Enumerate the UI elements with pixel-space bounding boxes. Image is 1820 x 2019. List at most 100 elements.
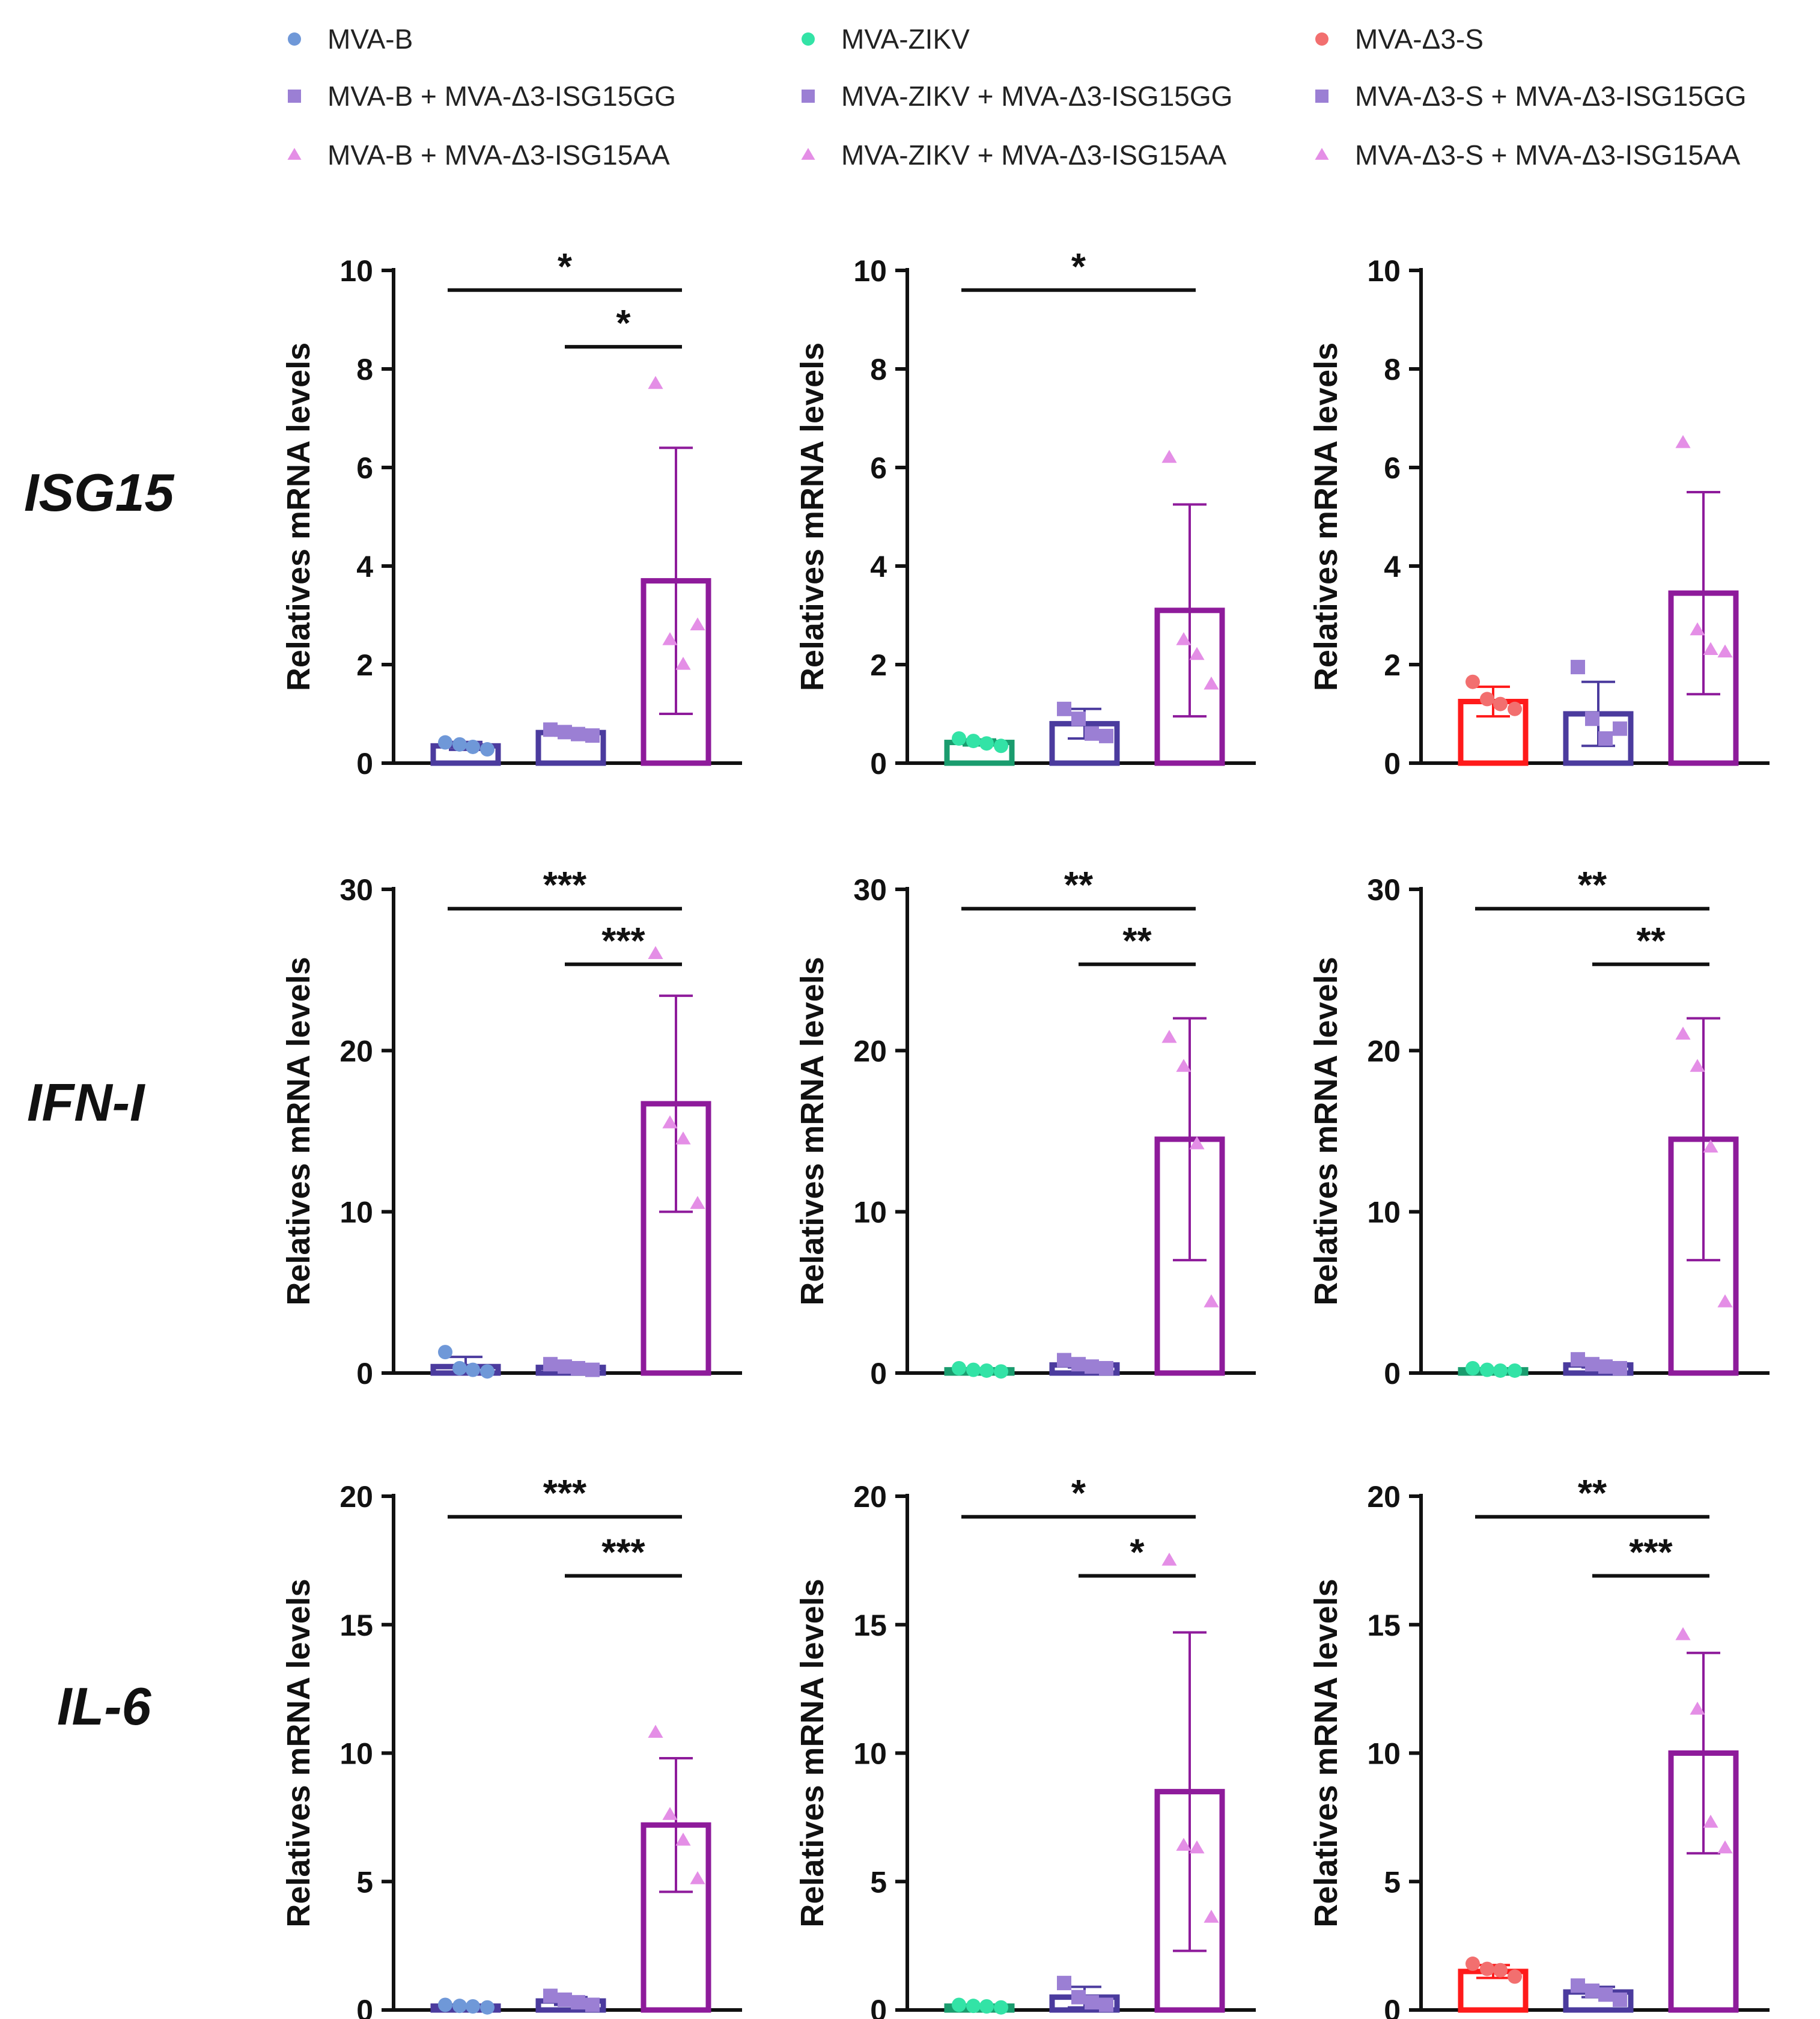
significance-label: * (1130, 1532, 1145, 1574)
significance-bracket: * (1079, 1532, 1196, 1578)
y-tick-label: 10 (339, 1196, 373, 1229)
data-point-circle-icon (480, 1364, 495, 1379)
data-point-circle-icon (1508, 701, 1522, 716)
legend-marker-square-icon (802, 90, 815, 103)
y-tick-label: 30 (1367, 873, 1401, 907)
data-point-square-icon (1057, 701, 1071, 716)
data-point-circle-icon (466, 1999, 480, 2014)
bar-group (1154, 1017, 1225, 1376)
data-point-triangle-icon (1675, 1627, 1691, 1640)
data-point-triangle-icon (1675, 435, 1691, 448)
significance-label: ** (1064, 865, 1094, 906)
y-tick-label: 0 (1384, 1994, 1401, 2019)
y-tick-label: 0 (1384, 1357, 1401, 1390)
legend-entry: MVA-Δ3-S + MVA-Δ3-ISG15GG (1315, 81, 1747, 112)
bar-group (430, 1997, 501, 2015)
y-tick-label: 4 (870, 550, 887, 583)
significance-label: ** (1122, 921, 1152, 962)
significance-bracket: ** (961, 865, 1196, 911)
data-point-circle-icon (994, 738, 1008, 754)
significance-bracket: * (961, 1473, 1196, 1519)
bar-group (1458, 1957, 1529, 2013)
y-axis-label: Relatives mRNA levels (794, 1579, 830, 1927)
data-point-circle-icon (994, 1364, 1008, 1379)
data-point-triangle-icon (1690, 622, 1705, 636)
y-tick-label: 20 (339, 1480, 373, 1514)
legend-label: MVA-Δ3-S + MVA-Δ3-ISG15AA (1355, 139, 1741, 171)
y-tick-label: 2 (356, 648, 373, 682)
data-point-triangle-icon (662, 1115, 678, 1128)
y-tick-label: 10 (1367, 1196, 1401, 1229)
data-point-triangle-icon (1176, 1059, 1192, 1072)
y-tick-label: 5 (870, 1865, 887, 1899)
data-point-triangle-icon (1176, 632, 1192, 645)
y-axis-label: Relatives mRNA levels (794, 343, 830, 691)
significance-label: ** (1636, 921, 1666, 962)
legend-marker-square-icon (288, 90, 301, 103)
significance-label: * (616, 303, 631, 344)
y-tick-label: 4 (356, 550, 373, 583)
bar-group (1563, 1978, 1634, 2013)
bar-group (430, 1345, 501, 1379)
significance-bracket: *** (448, 1473, 682, 1519)
y-tick-label: 10 (339, 1737, 373, 1771)
legend-marker-triangle-icon (1315, 148, 1329, 160)
y-tick-label: 30 (339, 873, 373, 907)
data-point-triangle-icon (1189, 647, 1205, 660)
significance-bracket: *** (1592, 1532, 1709, 1578)
data-point-circle-icon (466, 739, 480, 754)
data-point-triangle-icon (1717, 1294, 1733, 1308)
bar-group (1668, 1017, 1739, 1376)
data-point-circle-icon (952, 1360, 966, 1375)
y-tick-label: 0 (870, 747, 887, 781)
y-tick-label: 15 (1367, 1609, 1401, 1642)
bar-group (535, 722, 606, 766)
data-point-square-icon (1085, 726, 1099, 741)
data-point-triangle-icon (1189, 1840, 1205, 1854)
data-point-circle-icon (1493, 1363, 1508, 1378)
y-tick-label: 8 (1384, 353, 1401, 386)
data-point-circle-icon (1508, 1363, 1522, 1378)
data-point-square-icon (1585, 711, 1599, 726)
legend: MVA-B MVA-ZIKV MVA-Δ3-S MVA-B + MVA-Δ3-ISG1… (287, 23, 1747, 171)
significance-bracket: ** (1475, 1473, 1709, 1519)
data-point-square-icon (571, 726, 585, 742)
significance-label: *** (601, 921, 645, 962)
bar-group (1458, 1360, 1529, 1378)
bar-group (1563, 660, 1634, 766)
significance-label: *** (543, 1473, 587, 1514)
data-point-square-icon (1071, 1357, 1086, 1372)
row-label: IFN-I (27, 1073, 145, 1132)
y-axis-label: Relatives mRNA levels (1308, 1579, 1344, 1927)
data-point-circle-icon (979, 736, 994, 751)
data-point-square-icon (1571, 660, 1585, 675)
data-point-circle-icon (966, 1362, 981, 1377)
chart-panel: Relatives mRNA levels 0 10 20 30 ** ** (794, 865, 1256, 1390)
bar-group (1049, 701, 1120, 766)
y-tick-label: 20 (339, 1034, 373, 1068)
data-point-circle-icon (452, 737, 467, 752)
data-point-triangle-icon (675, 657, 691, 670)
y-axis-label: Relatives mRNA levels (1308, 957, 1344, 1305)
chart-panel: Relatives mRNA levels 0 2 4 6 8 10 (1308, 254, 1770, 781)
data-point-circle-icon (952, 1997, 966, 2012)
y-tick-label: 2 (870, 648, 887, 682)
y-tick-label: 10 (853, 1737, 887, 1771)
legend-marker-circle-icon (802, 32, 815, 46)
data-point-square-icon (585, 1362, 600, 1377)
data-point-triangle-icon (1204, 1294, 1219, 1308)
data-point-triangle-icon (648, 376, 663, 389)
significance-label: *** (1629, 1532, 1673, 1574)
data-point-circle-icon (979, 1999, 994, 2014)
data-point-square-icon (1571, 1978, 1585, 1993)
data-point-triangle-icon (1717, 644, 1733, 658)
data-point-square-icon (1071, 1990, 1086, 2005)
data-point-triangle-icon (1703, 642, 1718, 656)
y-axis-label: Relatives mRNA levels (794, 957, 830, 1305)
significance-label: ** (1578, 865, 1607, 906)
bar-group (944, 731, 1015, 766)
significance-bracket: ** (1475, 865, 1709, 911)
data-point-square-icon (571, 1360, 585, 1375)
y-axis-label: Relatives mRNA levels (281, 1579, 317, 1927)
y-tick-label: 6 (356, 451, 373, 485)
